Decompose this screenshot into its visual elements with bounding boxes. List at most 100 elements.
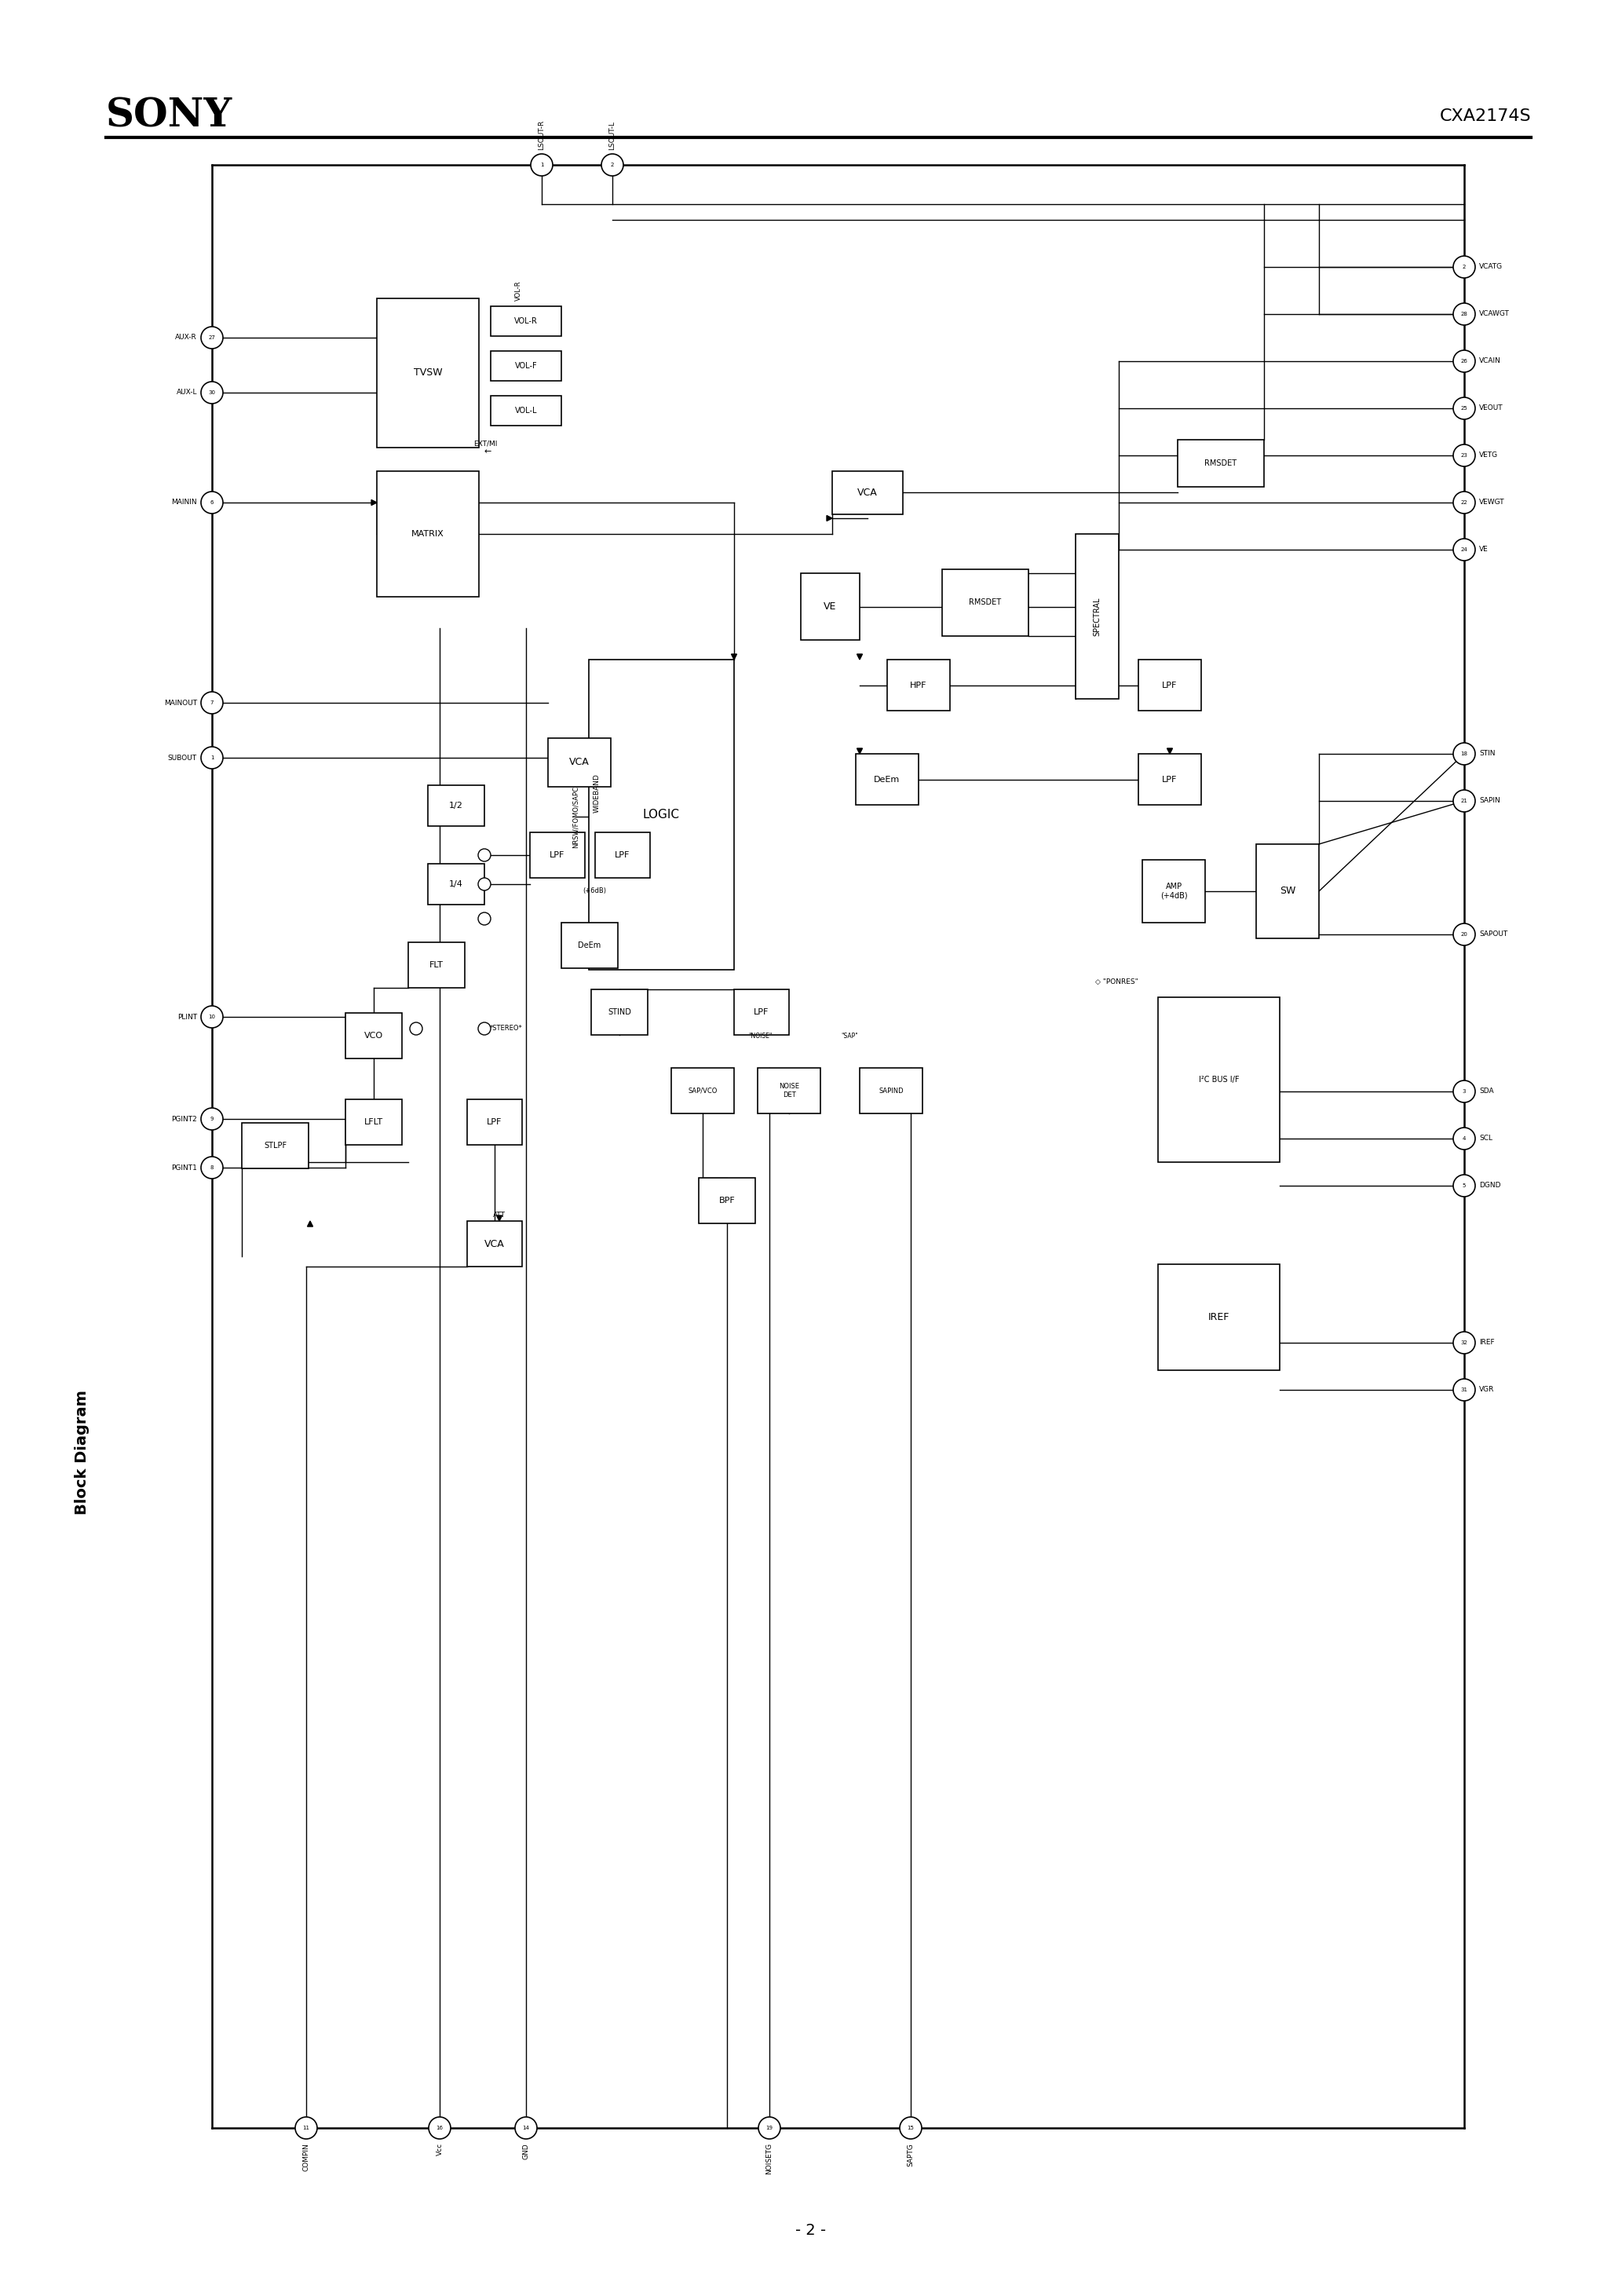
Text: VEOUT: VEOUT [1479, 404, 1504, 411]
Text: 1: 1 [211, 755, 214, 760]
Text: SW: SW [1280, 886, 1296, 895]
Circle shape [759, 2117, 780, 2140]
Circle shape [1453, 1380, 1474, 1401]
Text: SAP/VCO: SAP/VCO [688, 1086, 717, 1095]
Text: 30: 30 [209, 390, 216, 395]
Text: RMSDET: RMSDET [1205, 459, 1238, 466]
Text: STIN: STIN [1479, 751, 1495, 758]
Text: 26: 26 [1461, 358, 1468, 363]
Circle shape [1453, 923, 1474, 946]
Circle shape [201, 1157, 222, 1178]
Text: 2: 2 [1463, 264, 1466, 269]
Bar [1142, 859, 1205, 923]
Bar [1158, 996, 1280, 1162]
Text: I²C BUS I/F: I²C BUS I/F [1199, 1077, 1239, 1084]
Text: LPF: LPF [487, 1118, 503, 1125]
Text: 8: 8 [211, 1166, 214, 1171]
Polygon shape [307, 1221, 313, 1226]
Bar [428, 863, 485, 905]
Text: 5: 5 [1463, 1182, 1466, 1187]
Text: VCA: VCA [485, 1240, 504, 1249]
Bar [801, 574, 860, 641]
Text: NOISETG: NOISETG [766, 2142, 774, 2174]
Text: 14: 14 [522, 2126, 529, 2131]
Text: - 2 -: - 2 - [796, 2223, 826, 2239]
Polygon shape [371, 501, 376, 505]
Circle shape [1453, 255, 1474, 278]
Text: 18: 18 [1461, 751, 1468, 755]
Text: BPF: BPF [719, 1196, 735, 1205]
Polygon shape [496, 1215, 503, 1221]
Circle shape [516, 2117, 537, 2140]
Circle shape [1453, 491, 1474, 514]
Text: NOISE
DET: NOISE DET [779, 1084, 800, 1097]
Circle shape [478, 850, 491, 861]
Text: 1/2: 1/2 [449, 801, 464, 810]
Circle shape [428, 2117, 451, 2140]
Text: "SAP": "SAP" [840, 1033, 858, 1040]
Text: *STEREO*: *STEREO* [490, 1024, 522, 1033]
Bar [376, 471, 478, 597]
Text: 23: 23 [1461, 452, 1468, 457]
Text: VETG: VETG [1479, 452, 1499, 459]
Text: DeEm: DeEm [577, 941, 602, 948]
Text: SCL: SCL [1479, 1134, 1492, 1141]
Circle shape [1453, 744, 1474, 765]
Circle shape [1453, 397, 1474, 420]
Text: ◇ "PONRES": ◇ "PONRES" [1095, 978, 1139, 985]
Bar [672, 1068, 735, 1114]
Bar [491, 305, 561, 335]
Circle shape [1453, 303, 1474, 326]
Bar [942, 569, 1028, 636]
Text: SONY: SONY [105, 96, 232, 135]
Text: VOL-R: VOL-R [514, 280, 522, 301]
Bar [590, 990, 647, 1035]
Polygon shape [1168, 748, 1173, 753]
Text: LPF: LPF [550, 852, 564, 859]
Text: 4: 4 [1463, 1137, 1466, 1141]
Text: IREF: IREF [1479, 1339, 1494, 1345]
Text: FLT: FLT [430, 962, 443, 969]
Text: 24: 24 [1461, 546, 1468, 551]
Text: SDA: SDA [1479, 1088, 1494, 1095]
Text: SUBOUT: SUBOUT [169, 753, 196, 762]
Text: STIND: STIND [608, 1008, 631, 1017]
Text: SAPOUT: SAPOUT [1479, 930, 1507, 939]
Text: 11: 11 [303, 2126, 310, 2131]
Text: SAPIND: SAPIND [879, 1086, 903, 1095]
Text: 20: 20 [1461, 932, 1468, 937]
Circle shape [201, 1109, 222, 1130]
Text: SAPTG: SAPTG [907, 2142, 915, 2165]
Circle shape [530, 154, 553, 177]
Text: VE: VE [1479, 546, 1489, 553]
Text: DGND: DGND [1479, 1182, 1500, 1189]
Bar [1075, 535, 1119, 698]
Text: SPECTRAL: SPECTRAL [1093, 597, 1101, 636]
Text: EXT/MI: EXT/MI [474, 441, 496, 448]
Text: HPF: HPF [910, 682, 928, 689]
Circle shape [1453, 1127, 1474, 1150]
Text: LPF: LPF [1163, 682, 1178, 689]
Text: COMPIN: COMPIN [303, 2142, 310, 2172]
Bar [491, 395, 561, 425]
Text: 19: 19 [766, 2126, 774, 2131]
Text: (+6dB): (+6dB) [582, 889, 607, 895]
Bar [1139, 753, 1202, 806]
Bar [548, 737, 611, 788]
Circle shape [201, 691, 222, 714]
Bar [242, 1123, 308, 1169]
Circle shape [1453, 1332, 1474, 1355]
Text: PLINT: PLINT [177, 1013, 196, 1019]
Polygon shape [732, 654, 736, 659]
Text: ←: ← [483, 448, 491, 455]
Bar [699, 1178, 756, 1224]
Text: "NOISE": "NOISE" [748, 1033, 772, 1040]
Circle shape [900, 2117, 921, 2140]
Text: VCA: VCA [569, 758, 589, 767]
Text: VCATG: VCATG [1479, 264, 1502, 271]
Text: 7: 7 [211, 700, 214, 705]
Text: NRSW/FOMO/SAPC: NRSW/FOMO/SAPC [573, 785, 579, 847]
Bar [467, 1221, 522, 1267]
Circle shape [201, 491, 222, 514]
Text: VEWGT: VEWGT [1479, 498, 1505, 505]
